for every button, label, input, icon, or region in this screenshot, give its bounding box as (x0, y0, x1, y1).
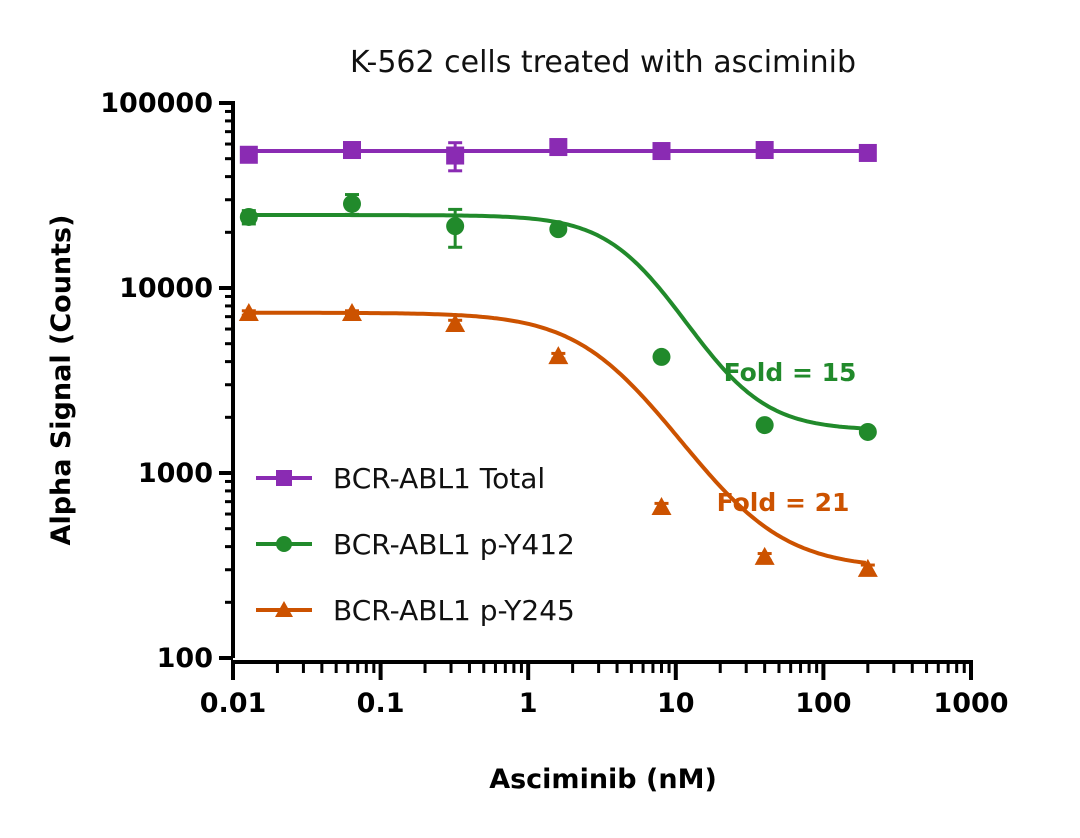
x-tick-label: 10 (657, 688, 695, 719)
square-marker (755, 141, 774, 160)
square-marker (652, 142, 671, 161)
x-tick-label: 0.1 (357, 688, 405, 719)
triangle-marker (651, 496, 672, 515)
triangle-marker (857, 558, 878, 577)
triangle-marker (754, 546, 775, 565)
circle-marker (446, 217, 465, 236)
legend-label: BCR-ABL1 p-Y245 (333, 594, 575, 627)
circle-marker (239, 207, 258, 226)
annotation-fold-15: Fold = 15 (724, 358, 857, 387)
y-tick-label: 100000 (100, 88, 213, 119)
triangle-marker (548, 346, 569, 365)
triangle-marker (445, 313, 466, 332)
square-marker (239, 145, 258, 164)
legend-label: BCR-ABL1 Total (333, 462, 545, 495)
legend-label: BCR-ABL1 p-Y412 (333, 528, 575, 561)
y-axis-label: Alpha Signal (Counts) (46, 215, 77, 546)
circle-marker (652, 347, 671, 366)
circle-marker (342, 194, 361, 213)
square-marker (858, 143, 877, 162)
triangle-marker (238, 302, 259, 321)
square-marker (549, 138, 568, 157)
x-tick-label: 0.01 (200, 688, 267, 719)
circle-marker (549, 220, 568, 239)
y-tick-label: 1000 (138, 458, 213, 489)
x-tick-label: 100 (795, 688, 851, 719)
x-tick-label: 1 (519, 688, 538, 719)
y-tick-label: 10000 (119, 273, 213, 304)
triangle-marker (275, 601, 293, 617)
x-axis-label: Asciminib (nM) (489, 764, 717, 795)
circle-marker (755, 416, 774, 435)
circle-marker (276, 536, 292, 552)
annotation-fold-21: Fold = 21 (717, 488, 850, 517)
triangle-marker (341, 302, 362, 321)
square-marker (276, 470, 292, 486)
square-marker (446, 146, 465, 165)
x-tick-label: 1000 (933, 688, 1008, 719)
circle-marker (858, 422, 877, 441)
square-marker (342, 141, 361, 160)
y-tick-label: 100 (157, 643, 213, 674)
chart-title: K-562 cells treated with asciminib (350, 45, 856, 80)
fit-curve-2 (248, 213, 866, 431)
